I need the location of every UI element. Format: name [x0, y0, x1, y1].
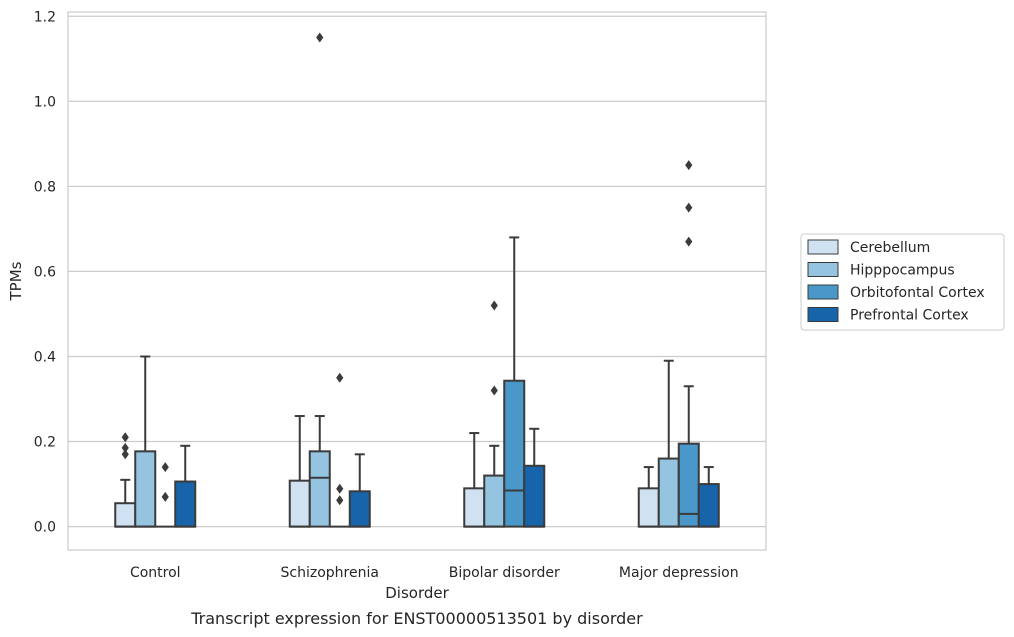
outlier-point — [336, 495, 344, 506]
outlier-point — [685, 160, 693, 171]
x-tick-label: Major depression — [619, 565, 739, 581]
legend-swatch — [807, 284, 839, 300]
x-tick-label: Control — [130, 565, 181, 581]
y-tick-label: 0.6 — [34, 264, 56, 280]
y-tick-label: 1.2 — [34, 9, 56, 25]
box — [697, 483, 720, 528]
outlier-point — [316, 32, 324, 43]
y-tick-label: 1.0 — [34, 94, 56, 110]
outlier-point — [121, 442, 129, 453]
outlier-point — [121, 449, 129, 460]
legend-swatch — [807, 239, 839, 255]
box — [348, 490, 371, 528]
outlier-point — [685, 236, 693, 247]
plot-frame — [67, 11, 767, 551]
outlier-point — [121, 432, 129, 443]
y-axis-label: TPMs — [7, 261, 25, 301]
y-tick-label: 0.4 — [34, 349, 56, 365]
outlier-point — [490, 300, 498, 311]
y-tick-label: 0.8 — [34, 179, 56, 195]
x-tick-label: Schizophrenia — [281, 565, 379, 581]
outlier-point — [490, 385, 498, 396]
box — [637, 487, 660, 528]
legend-swatch — [807, 307, 839, 322]
chart-caption: Transcript expression for ENST0000051350… — [190, 609, 643, 628]
y-tick-labels: 0.0 0.2 0.4 0.6 0.8 1.0 1.2 — [34, 9, 56, 535]
legend-frame — [800, 233, 1005, 331]
x-tick-labels: Control Schizophrenia Bipolar disorder Majo… — [130, 565, 739, 581]
y-tick-label: 0.2 — [34, 435, 56, 451]
box-groups — [114, 32, 720, 528]
box — [503, 379, 526, 528]
x-axis-label: Disorder — [385, 584, 449, 602]
outlier-point — [336, 483, 344, 494]
box — [463, 487, 486, 528]
legend-swatch — [807, 262, 839, 277]
outlier-point — [336, 372, 344, 383]
legend-label: Prefrontal Cortex — [850, 308, 969, 324]
box — [288, 479, 311, 528]
box-group — [288, 32, 371, 528]
box-group — [637, 160, 720, 528]
box — [114, 502, 137, 528]
legend-label: Cerebellum — [850, 240, 930, 256]
legend-label: Hipppocampus — [850, 263, 955, 279]
box — [174, 480, 197, 528]
box-group — [114, 355, 197, 528]
box-group — [463, 236, 546, 528]
legend-label: Orbitofontal Cortex — [850, 285, 985, 301]
outlier-point — [161, 462, 169, 473]
box — [308, 450, 331, 528]
box — [657, 457, 680, 528]
y-tick-label: 0.0 — [34, 520, 56, 536]
legend: Cerebellum Hipppocampus Orbitofontal Corte… — [800, 233, 1005, 331]
box — [523, 464, 546, 528]
outlier-point — [685, 202, 693, 213]
box — [134, 450, 157, 528]
x-tick-label: Bipolar disorder — [449, 565, 560, 581]
box — [483, 474, 506, 528]
outlier-point — [161, 491, 169, 502]
